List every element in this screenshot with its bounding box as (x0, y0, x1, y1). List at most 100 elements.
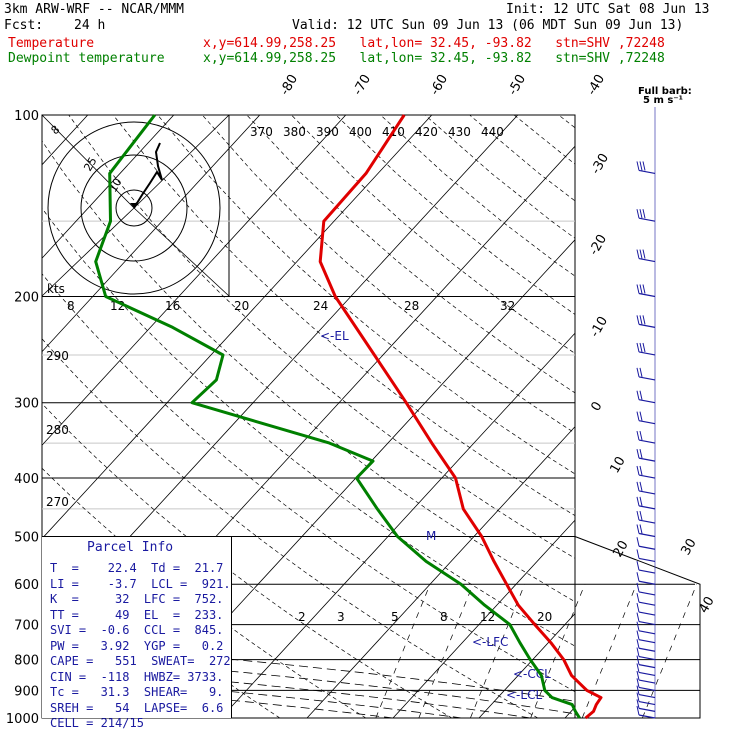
hodograph-storm-arrow (130, 203, 138, 208)
temperature-legend: Temperature (8, 36, 95, 51)
wind-barb (638, 601, 656, 606)
parcel-info-row: K = 32 LFC = 752. (50, 592, 224, 606)
level-annotation: <-CCL (513, 667, 551, 681)
wind-barb-flag (642, 249, 646, 259)
wind-barb-flag (636, 602, 640, 613)
wind-barb-flag (642, 284, 646, 294)
isotherm-label: 10 (607, 454, 628, 476)
parcel-info-row: CAPE = 551 SWEAT= 272 (50, 654, 231, 668)
dewpoint-profile (94, 114, 581, 719)
theta-e-label: 270 (46, 495, 69, 509)
wind-barb (638, 671, 656, 677)
wind-barb (638, 557, 656, 563)
wind-barb-flag (636, 685, 640, 695)
dry-adiabat (513, 115, 575, 165)
wind-barb-flag (639, 390, 643, 400)
wind-barb-flag (639, 496, 643, 506)
wind-barb-flag (642, 161, 646, 171)
wind-barb-flag (639, 367, 643, 378)
hodograph-ring (47, 121, 221, 295)
parcel-info-row: SREH = 54 LAPSE= 6.6 (50, 700, 224, 715)
mixing-ratio-label: 8 (440, 610, 448, 624)
wind-barb (638, 569, 656, 574)
wind-barb-flag (636, 537, 640, 547)
wind-barb (638, 292, 656, 298)
parcel-info-title: Parcel Info (87, 540, 174, 555)
theta-label: 400 (349, 125, 372, 139)
isotherm-line (478, 613, 575, 718)
wind-barb-flag (639, 315, 643, 325)
isotherm-label: -80 (277, 72, 301, 98)
wind-barb (638, 580, 656, 585)
mixing-ratio-label: 20 (537, 610, 552, 624)
theta-label: 430 (448, 125, 471, 139)
forecast-hours: 24 h (74, 18, 106, 33)
hodograph-axis (133, 207, 230, 297)
wind-barb-flag (639, 449, 643, 459)
parcel-info-row: T = 22.4 Td = 21.7 (50, 561, 224, 575)
level-annotation: M (426, 529, 436, 543)
dry-adiabat (424, 115, 575, 239)
wind-barb-flag (639, 284, 643, 294)
dry-adiabat (558, 115, 575, 129)
hodograph-ring-label: 25 (81, 155, 99, 174)
dry-adiabat (42, 273, 575, 693)
wind-barb-flag (639, 510, 643, 521)
wind-barb (638, 611, 656, 616)
pressure-label: 300 (14, 397, 39, 412)
wind-barb (638, 474, 656, 479)
pressure-label: 100 (14, 109, 39, 124)
wind-barb (638, 376, 656, 381)
dewpoint-location: x,y=614.99,258.25 lat,lon= 32.45, -93.82… (203, 51, 665, 66)
mixing-ratio-group (375, 584, 697, 718)
wind-barb (638, 457, 656, 462)
valid-time: Valid: 12 UTC Sun 09 Jun 13 (06 MDT Sun … (292, 18, 684, 33)
wind-barb (638, 591, 656, 596)
lower-frame (42, 536, 701, 719)
isotherm-label: -10 (587, 314, 611, 340)
dry-adiabat (692, 115, 740, 718)
wind-barb-flag (639, 430, 643, 441)
wind-barb-flag (636, 524, 640, 534)
isotherm-line (651, 115, 740, 718)
isotherm-label: -40 (584, 72, 608, 98)
wind-barb-flag (636, 621, 640, 631)
isotherm-label: -60 (427, 72, 451, 98)
isotherm-line (564, 706, 575, 718)
mixing-ratio-label: 12 (480, 610, 495, 624)
isotherm-line (0, 115, 2, 718)
isotherm-label: -70 (350, 72, 374, 98)
wind-barb (638, 630, 656, 635)
wind-barb (638, 686, 656, 691)
level-annotation: <-EL (320, 329, 349, 343)
wind-barb-flag (639, 481, 643, 492)
wind-barb (638, 655, 656, 661)
wind-barb-flag (639, 342, 643, 353)
pressure-label: 900 (14, 684, 39, 699)
wind-barb (638, 399, 656, 404)
moist-adiabat (42, 642, 575, 702)
theta-label: 380 (283, 125, 306, 139)
wind-barb-flag (639, 209, 643, 219)
dry-adiabat (291, 115, 575, 354)
theta-label: 420 (415, 125, 438, 139)
isotherm-line (42, 115, 347, 446)
dry-adiabat (648, 115, 740, 718)
wind-barb-flag (639, 161, 643, 171)
wind-barb-flag (636, 449, 640, 459)
speed-label: 24 (313, 299, 328, 313)
wind-barb (638, 679, 656, 684)
hodograph-trace (133, 142, 163, 209)
pressure-label: 800 (14, 654, 39, 669)
mixing-ratio-label: 3 (337, 610, 345, 624)
init-time: Init: 12 UTC Sat 08 Jun 13 (506, 2, 710, 17)
wind-barb-flag (636, 465, 640, 476)
dry-adiabat (603, 115, 740, 718)
pressure-label: 700 (14, 619, 39, 634)
wind-barb (638, 532, 656, 538)
parcel-info-row: PW = 3.92 YGP = 0.2 (50, 638, 224, 653)
model-title: 3km ARW-WRF -- NCAR/MMM (4, 2, 185, 17)
wind-barb-flag (636, 593, 640, 603)
dewpoint-legend: Dewpoint temperature (8, 51, 165, 66)
